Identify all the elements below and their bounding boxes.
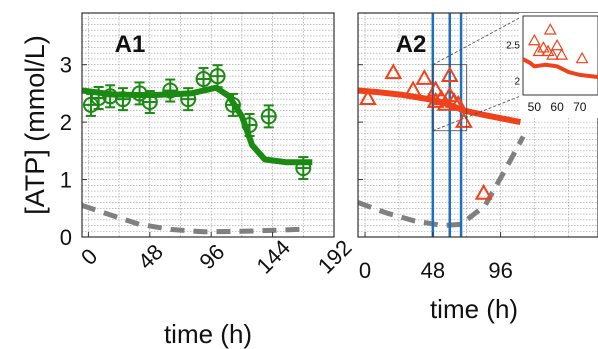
x-tick-label: 48 <box>421 258 445 283</box>
data-point <box>295 156 312 181</box>
inset-triangle-marker <box>550 38 564 51</box>
plot-area <box>82 13 334 237</box>
triangle-marker <box>415 69 434 85</box>
zoom-connector <box>432 94 524 132</box>
x-axis-label: time (h) <box>430 294 518 324</box>
plot-frame <box>81 12 335 238</box>
inset-triangle-marker <box>541 44 555 57</box>
triangle-marker <box>449 94 468 111</box>
inset-x-tick-label: 60 <box>550 100 564 114</box>
baseline-curve <box>358 135 526 229</box>
y-tick-label: 0 <box>60 225 72 250</box>
triangle-marker <box>445 91 463 108</box>
panel-label: A2 <box>396 31 427 58</box>
x-tick-label: 144 <box>251 235 295 279</box>
x-tick-label: 48 <box>133 239 168 274</box>
inset-y-tick-label: 2.5 <box>506 41 520 52</box>
data-point <box>141 90 158 115</box>
inset-triangle-marker <box>537 41 550 53</box>
data-point <box>209 64 226 89</box>
triangle-marker <box>440 66 459 82</box>
x-tick-label: 0 <box>359 258 371 283</box>
y-tick-label: 2 <box>60 110 72 135</box>
inset-y-tick-label: 2 <box>514 77 520 88</box>
y-tick-label: 1 <box>60 168 72 193</box>
data-point <box>180 87 197 112</box>
data-point <box>260 104 277 129</box>
inset-triangle-marker <box>575 51 589 64</box>
data-point <box>224 92 241 117</box>
inset-triangle-marker <box>555 48 569 60</box>
x-tick-label: 96 <box>488 258 512 283</box>
data-point <box>162 78 179 103</box>
plot-frame <box>357 12 598 238</box>
panel-a1: A1 0 1 2 3 0 48 96 144 192 time (h) <box>60 12 357 349</box>
inset-triangle-marker <box>532 44 546 57</box>
inset-triangle-marker <box>527 33 541 46</box>
x-tick-label: 96 <box>194 239 229 274</box>
data-point <box>241 113 258 137</box>
inset-triangle-marker <box>546 48 559 60</box>
triangle-marker <box>474 183 493 200</box>
triangle-marker <box>384 63 403 80</box>
y-tick-label: 3 <box>60 53 72 78</box>
grid <box>358 13 598 237</box>
triangle-marker <box>358 89 377 105</box>
data-point <box>114 87 131 112</box>
x-tick-label: 192 <box>313 235 357 279</box>
baseline-curve <box>82 203 309 235</box>
inset-x-tick-label: 70 <box>573 100 587 114</box>
triangle-marker <box>426 91 445 108</box>
zoom-connector <box>432 15 524 66</box>
inset-triangle-marker <box>543 23 557 35</box>
inset-fit-curve <box>522 57 598 79</box>
x-tick-label: 0 <box>76 244 102 270</box>
panel-label: A1 <box>115 31 146 58</box>
x-axis-label: time (h) <box>164 319 252 349</box>
triangle-marker <box>404 80 422 97</box>
zoom-box <box>432 64 468 132</box>
inset: 2 2.5 50 60 70 <box>506 15 598 114</box>
data-point <box>131 81 148 106</box>
grid <box>82 13 334 237</box>
y-axis-label: [ATP] (mmol/L) <box>20 35 50 215</box>
inset-x-tick-label: 50 <box>528 100 542 114</box>
panel-a2: A2 0 48 96 time (h) 2 2.5 50 60 70 <box>357 12 598 324</box>
triangle-marker <box>454 112 473 128</box>
